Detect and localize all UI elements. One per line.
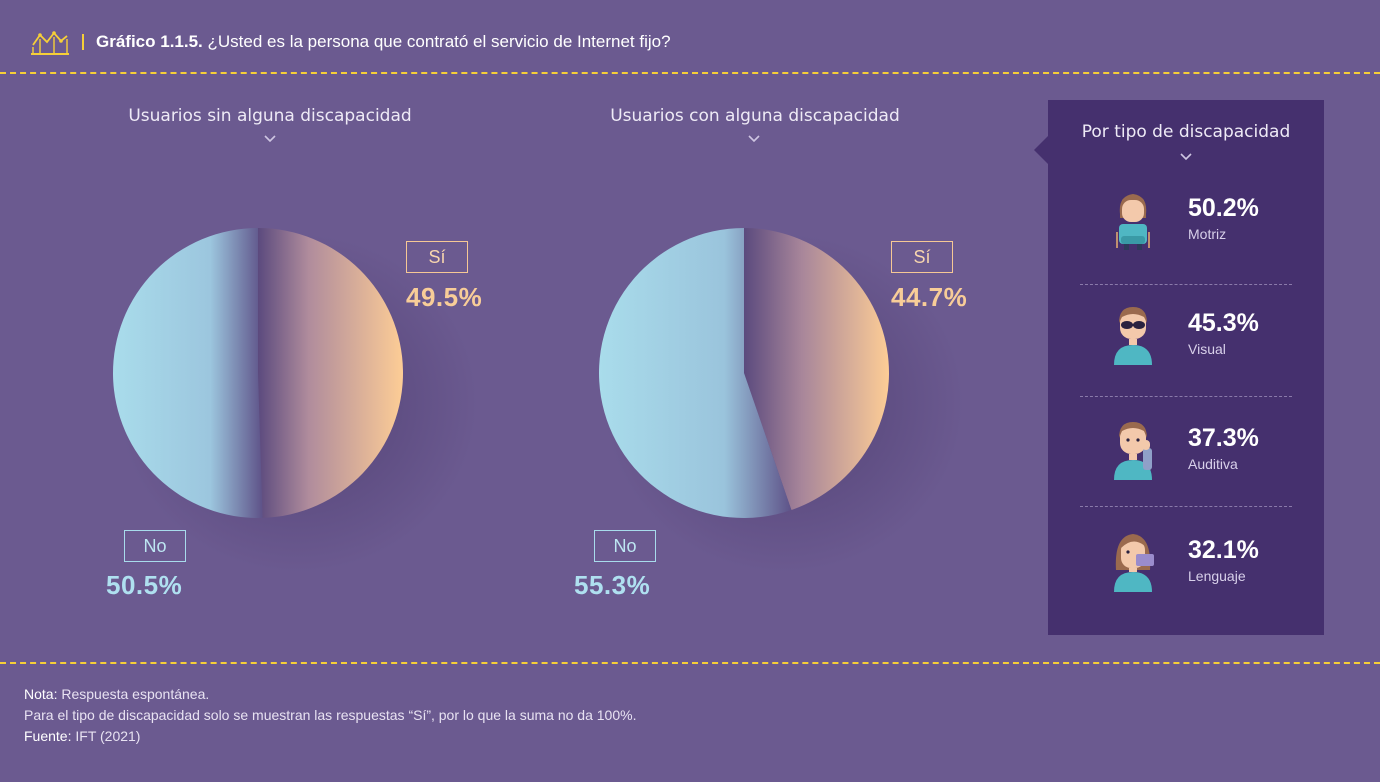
pie2-si-label: Sí bbox=[891, 241, 953, 273]
pie2-si-value: 44.7% bbox=[891, 282, 968, 312]
chevron-down-icon bbox=[264, 135, 276, 143]
pie1-si-label: Sí bbox=[406, 241, 468, 273]
row-separator bbox=[1080, 396, 1292, 397]
panel-title: Por tipo de discapacidad bbox=[1081, 122, 1291, 142]
motriz-value: 50.2% bbox=[1188, 194, 1259, 222]
note-line-2: Para el tipo de discapacidad solo se mue… bbox=[24, 707, 637, 723]
lenguaje-value: 32.1% bbox=[1188, 536, 1259, 564]
row-motriz: 50.2% Motriz bbox=[1048, 188, 1324, 278]
pie2-slice-no bbox=[598, 228, 792, 518]
visual-label: Visual bbox=[1188, 341, 1226, 357]
chart-title-text: ¿Usted es la persona que contrató el ser… bbox=[207, 32, 671, 51]
row-visual: 45.3% Visual bbox=[1048, 303, 1324, 393]
wheelchair-user-icon bbox=[1116, 194, 1150, 250]
top-divider bbox=[0, 72, 1380, 74]
note-line: Nota: Respuesta espontánea. bbox=[24, 684, 636, 705]
chart-line-icon bbox=[31, 31, 69, 55]
pie1-title: Usuarios sin alguna discapacidad bbox=[128, 106, 412, 126]
visual-value: 45.3% bbox=[1188, 309, 1259, 337]
chevron-down-icon bbox=[1180, 153, 1192, 161]
note-text: Respuesta espontánea. bbox=[57, 686, 210, 702]
chart-title-prefix: Gráfico 1.1.5. bbox=[96, 32, 203, 51]
lenguaje-label: Lenguaje bbox=[1188, 568, 1246, 584]
pie1-slice-no bbox=[113, 228, 263, 518]
source-key: Fuente: bbox=[24, 728, 72, 744]
row-lenguaje: 32.1% Lenguaje bbox=[1048, 530, 1324, 620]
chevron-down-icon bbox=[748, 135, 760, 143]
motriz-label: Motriz bbox=[1188, 226, 1227, 242]
row-separator bbox=[1080, 506, 1292, 507]
header-divider bbox=[82, 34, 84, 50]
bottom-divider bbox=[0, 662, 1380, 664]
source-text: IFT (2021) bbox=[71, 728, 141, 744]
pie2-no-value: 55.3% bbox=[574, 570, 651, 600]
row-separator bbox=[1080, 284, 1292, 285]
source-line: Fuente: IFT (2021) bbox=[24, 726, 636, 747]
disability-type-panel: Por tipo de discapacidad 50.2% Motriz bbox=[1048, 100, 1324, 635]
pie2-title: Usuarios con alguna discapacidad bbox=[610, 106, 900, 126]
pie1-slice-si bbox=[258, 228, 404, 518]
auditiva-value: 37.3% bbox=[1188, 424, 1259, 452]
pie2-slice-si bbox=[744, 228, 889, 511]
auditiva-label: Auditiva bbox=[1188, 456, 1238, 472]
note-key: Nota: bbox=[24, 686, 58, 702]
pie2-no-label: No bbox=[594, 530, 656, 562]
chart-notes: Nota: Respuesta espontánea. Para el tipo… bbox=[24, 684, 636, 747]
chart-header: Gráfico 1.1.5. ¿Usted es la persona que … bbox=[30, 26, 671, 58]
row-auditiva: 37.3% Auditiva bbox=[1048, 418, 1324, 508]
pie1-no-label: No bbox=[124, 530, 186, 562]
speech-user-icon bbox=[1114, 534, 1154, 592]
chart-title: Gráfico 1.1.5. ¿Usted es la persona que … bbox=[96, 32, 671, 52]
blind-user-icon bbox=[1114, 307, 1152, 365]
deaf-user-icon bbox=[1114, 422, 1152, 480]
pie1-si-value: 49.5% bbox=[406, 282, 483, 312]
panel-pointer bbox=[1034, 136, 1048, 164]
pie1-no-value: 50.5% bbox=[106, 570, 183, 600]
